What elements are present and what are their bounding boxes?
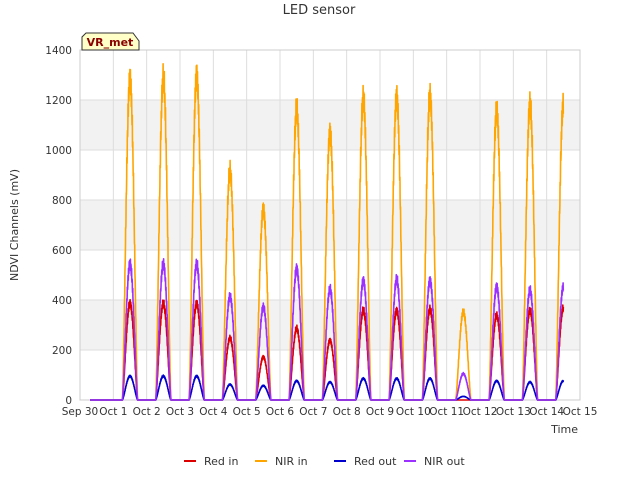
- chart-title: LED sensor: [283, 3, 356, 18]
- legend: Red in NIR in Red out NIR out: [184, 455, 465, 468]
- x-tick-label: Sep 30: [62, 406, 99, 418]
- x-axis-title: Time: [550, 423, 578, 436]
- x-tick-label: Oct 14: [529, 406, 564, 418]
- y-tick-label: 200: [52, 345, 72, 357]
- x-tick-label: Oct 8: [333, 406, 361, 418]
- gridlines: [79, 49, 581, 401]
- x-tick-label: Oct 4: [199, 406, 227, 418]
- x-tick-label: Oct 3: [166, 406, 194, 418]
- station-badge: VR_met: [81, 32, 140, 51]
- y-tick-label: 0: [65, 395, 72, 407]
- x-tick-label: Oct 9: [366, 406, 394, 418]
- series-lines: [89, 63, 565, 401]
- legend-item: Red in: [184, 455, 238, 468]
- y-tick-label: 600: [52, 245, 72, 257]
- x-tick-label: Oct 1: [99, 406, 127, 418]
- y-tick-label: 400: [52, 295, 72, 307]
- legend-label: Red out: [354, 455, 397, 468]
- legend-label: NIR in: [275, 455, 308, 468]
- series-line-nir-out: [89, 258, 565, 401]
- y-tick-label: 1400: [45, 45, 72, 57]
- legend-item: NIR in: [255, 455, 308, 468]
- x-tick-label: Oct 10: [396, 406, 431, 418]
- x-tick-label: Oct 13: [496, 406, 531, 418]
- x-tick-labels: Sep 30 Oct 1 Oct 2 Oct 3 Oct 4 Oct 5 Oct 6 Oct …: [62, 406, 598, 418]
- y-tick-label: 800: [52, 195, 72, 207]
- legend-label: NIR out: [424, 455, 465, 468]
- grid-band: [80, 200, 580, 250]
- x-tick-label: Oct 12: [463, 406, 498, 418]
- legend-label: Red in: [204, 455, 238, 468]
- badge-label: VR_met: [87, 36, 134, 49]
- badge-shape: [81, 32, 140, 51]
- x-tick-label: Oct 7: [299, 406, 327, 418]
- y-tick-label: 1200: [45, 95, 72, 107]
- x-tick-label: Oct 15: [563, 406, 598, 418]
- y-axis-title: NDVI Channels (mV): [8, 169, 21, 281]
- y-tick-label: 1000: [45, 145, 72, 157]
- legend-item: NIR out: [404, 455, 465, 468]
- x-tick-label: Oct 5: [233, 406, 261, 418]
- legend-item: Red out: [334, 455, 397, 468]
- plot-frame: [79, 49, 581, 401]
- x-tick-label: Oct 2: [133, 406, 161, 418]
- y-tick-labels: 0 200 400 600 800 1000 1200 1400: [45, 45, 72, 407]
- x-tick-label: Oct 11: [429, 406, 464, 418]
- x-tick-label: Oct 6: [266, 406, 294, 418]
